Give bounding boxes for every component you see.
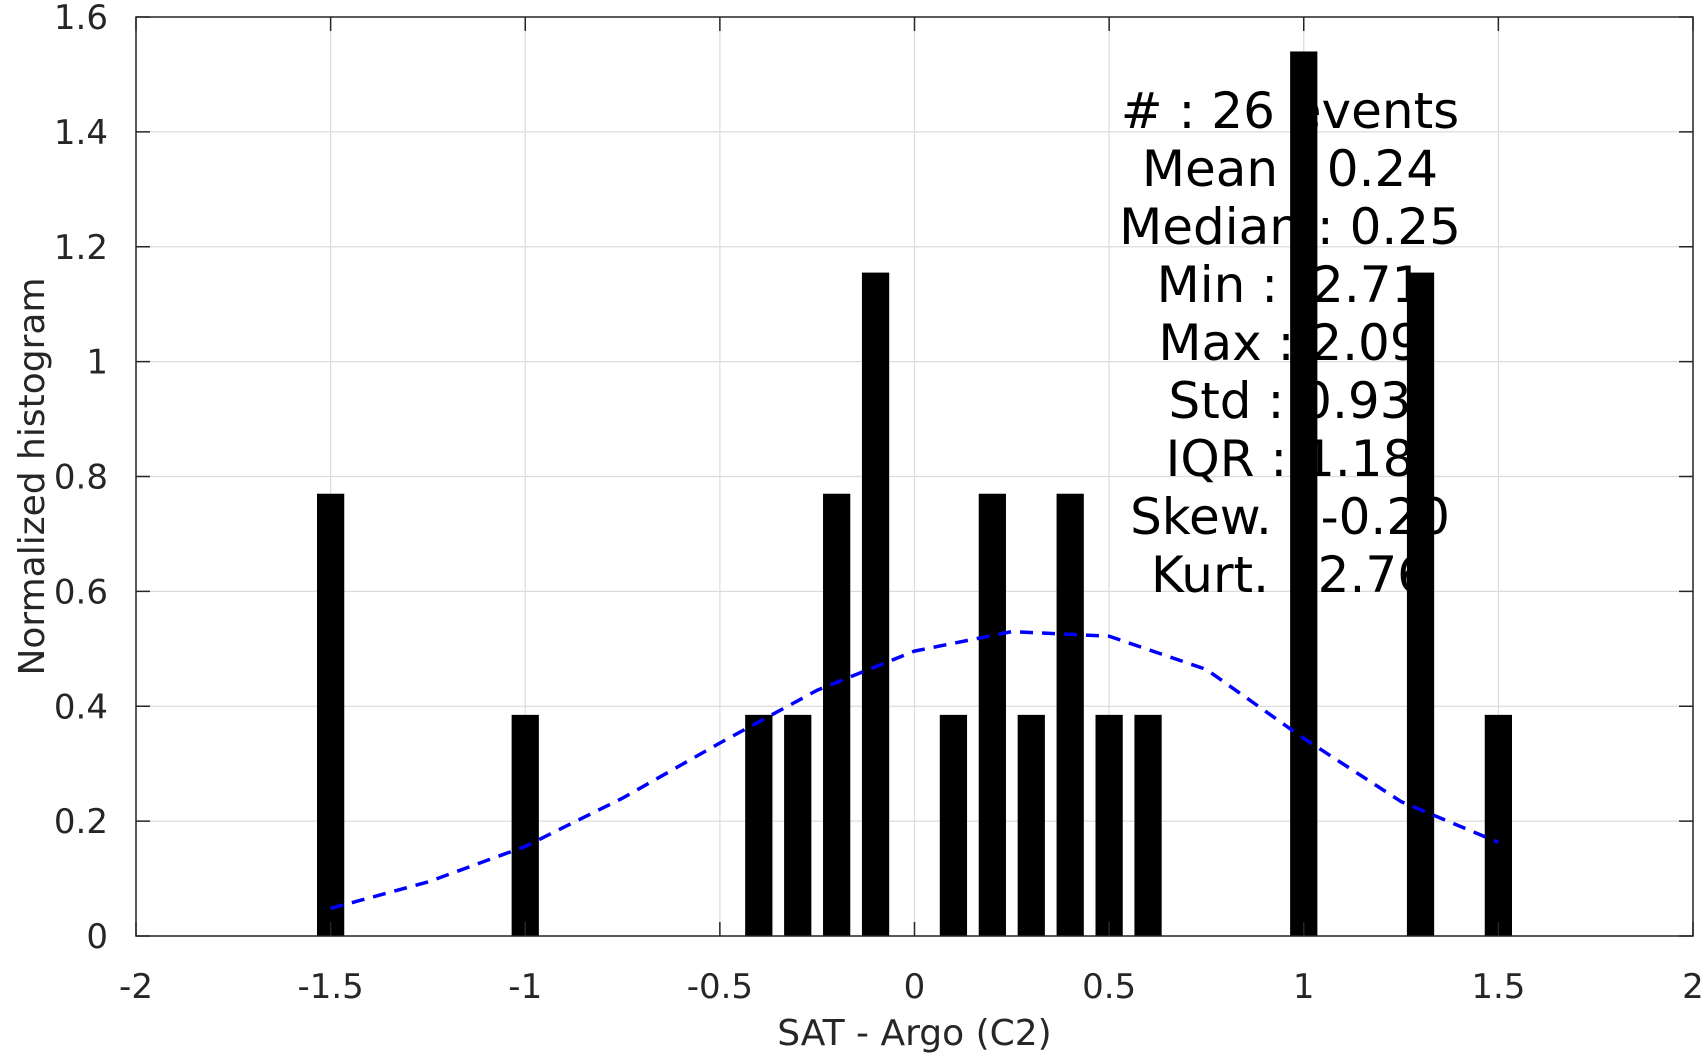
stats-line: Kurt. : 2.76 <box>1151 546 1429 604</box>
normal-fit-line <box>330 629 1500 911</box>
histogram-bar <box>745 714 773 936</box>
histogram-bar <box>1484 714 1512 936</box>
histogram-bar <box>784 714 812 936</box>
x-axis-label: SAT - Argo (C2) <box>777 1013 1051 1054</box>
histogram-bar <box>1290 51 1318 936</box>
x-tick-label: -0.5 <box>687 967 753 1007</box>
x-tick-label: 0 <box>904 967 926 1007</box>
y-tick-label: 0.4 <box>54 687 108 727</box>
stats-line: Max : 2.09 <box>1158 314 1421 372</box>
stats-line: Min : -2.71 <box>1157 256 1424 314</box>
stats-line: Mean : 0.24 <box>1142 140 1438 198</box>
histogram-bar <box>1056 493 1084 936</box>
y-axis-ticks: 0 0.2 0.4 0.6 0.8 1 1.2 1.4 1.6 <box>54 0 1693 957</box>
x-tick-label: 1.5 <box>1471 967 1525 1007</box>
y-tick-label: 0.8 <box>54 458 108 498</box>
histogram-bar <box>978 493 1006 936</box>
y-tick-label: 0.6 <box>54 572 108 612</box>
x-tick-label: 1 <box>1293 967 1315 1007</box>
y-tick-label: 0 <box>86 917 108 957</box>
histogram-bar <box>1095 714 1123 936</box>
x-tick-label: 2 <box>1682 967 1703 1007</box>
y-tick-label: 1.2 <box>54 228 108 268</box>
y-tick-label: 1.6 <box>54 0 108 38</box>
x-tick-label: -2 <box>119 967 153 1007</box>
y-tick-label: 0.2 <box>54 802 108 842</box>
histogram-bar <box>939 714 968 936</box>
fit-curve <box>330 629 1500 911</box>
stats-line: Std : 0.93 <box>1168 372 1411 430</box>
histogram-bar <box>1017 714 1045 936</box>
stats-line: # : 26 events <box>1121 82 1460 140</box>
x-axis-ticks: -2 -1.5 -1 -0.5 0 0.5 1 1.5 2 <box>119 17 1703 1007</box>
x-tick-label: -1.5 <box>297 967 363 1007</box>
stats-line: IQR : 1.18 <box>1166 430 1415 488</box>
y-axis-label: Normalized histogram <box>12 277 53 675</box>
x-tick-label: -1 <box>508 967 542 1007</box>
histogram-bar <box>1406 272 1435 936</box>
grid-lines <box>135 16 1694 937</box>
histogram-bar <box>823 493 851 936</box>
y-tick-label: 1.4 <box>54 113 108 153</box>
y-tick-label: 1 <box>86 343 108 383</box>
stats-line: Skew. : -0.20 <box>1130 488 1450 546</box>
histogram-bar <box>861 272 890 936</box>
bars <box>317 51 1512 936</box>
x-tick-label: 0.5 <box>1082 967 1136 1007</box>
histogram-bar <box>1134 714 1162 936</box>
histogram-bar <box>511 714 539 936</box>
stats-line: Median : 0.25 <box>1119 198 1461 256</box>
histogram-bar <box>317 493 345 936</box>
